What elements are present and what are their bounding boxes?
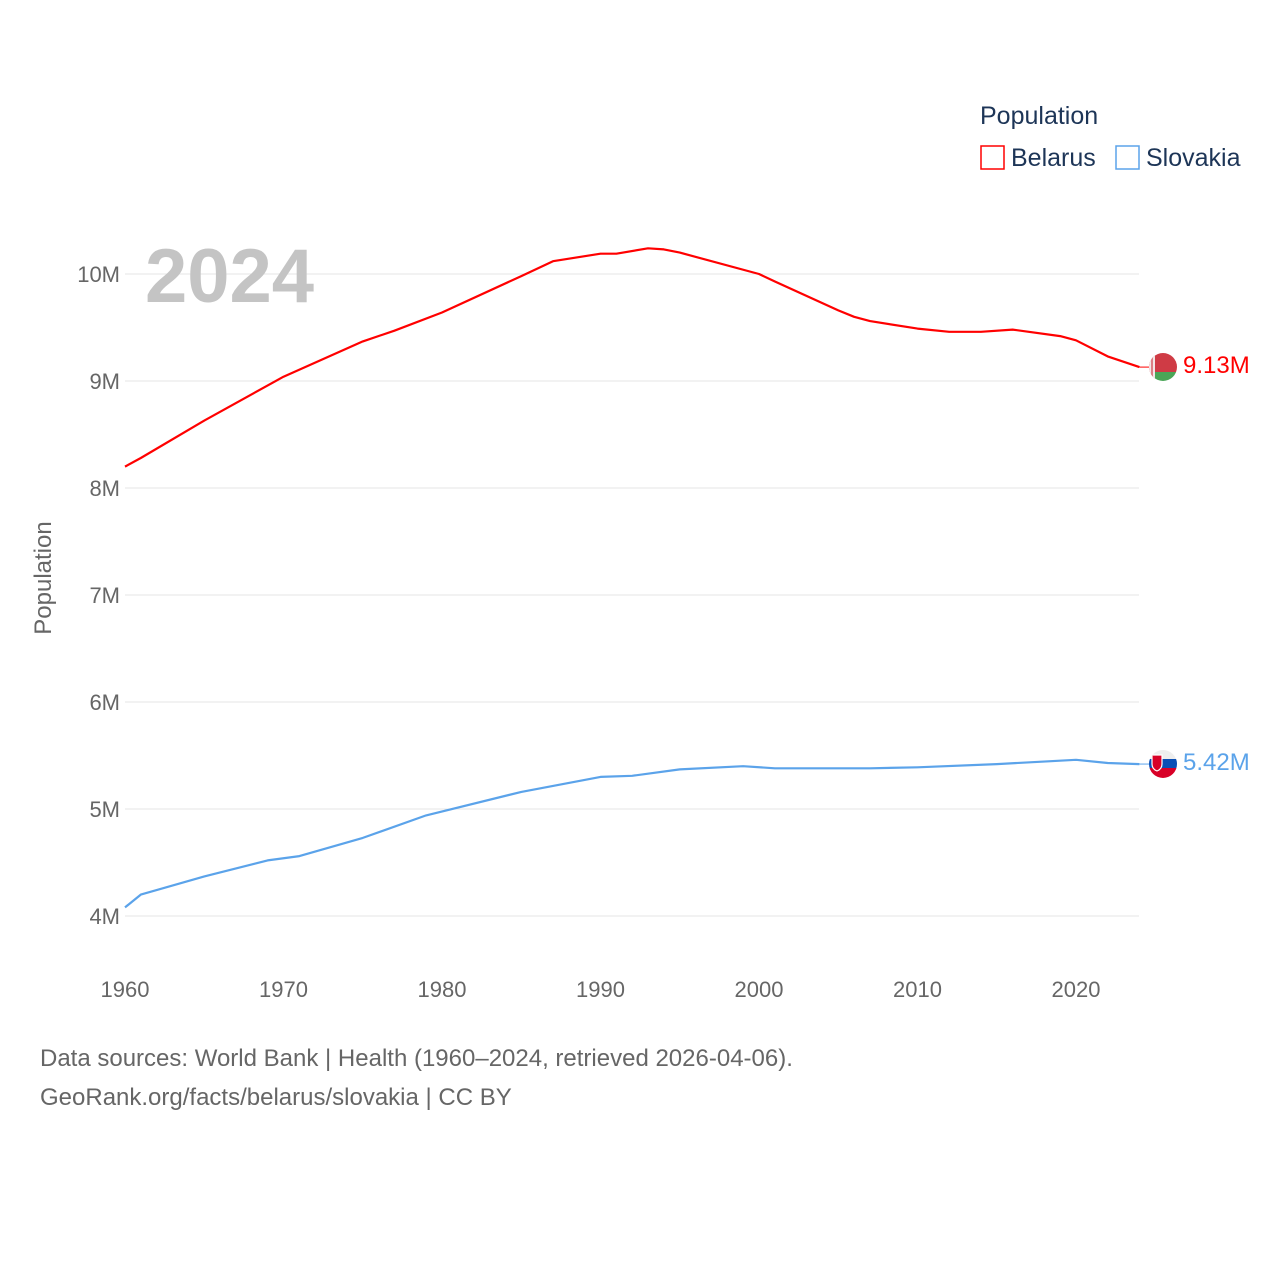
- y-tick-label: 4M: [89, 904, 120, 929]
- legend-label-slovakia: Slovakia: [1146, 144, 1241, 172]
- x-tick-label: 1960: [101, 977, 150, 1002]
- series-line-slovakia: [124, 758, 1140, 909]
- legend-title: Population: [980, 102, 1098, 130]
- credit-link[interactable]: GeoRank.org/facts/belarus/slovakia | CC …: [40, 1084, 512, 1111]
- slovakia-end-label: 5.42M: [1183, 749, 1250, 776]
- x-tick-label: 1980: [418, 977, 467, 1002]
- series-line-belarus: [124, 247, 1140, 468]
- y-axis-label: Population: [30, 521, 57, 634]
- legend: Population Belarus Slovakia: [980, 102, 1241, 172]
- belarus-flag-icon: [1149, 353, 1177, 381]
- x-tick-label: 1970: [259, 977, 308, 1002]
- y-tick-label: 9M: [89, 369, 120, 394]
- x-tick-label: 1990: [576, 977, 625, 1002]
- y-tick-label: 7M: [89, 583, 120, 608]
- x-tick-label: 2000: [735, 977, 784, 1002]
- y-tick-label: 5M: [89, 797, 120, 822]
- year-watermark: 2024: [145, 234, 314, 319]
- belarus-end-label: 9.13M: [1183, 352, 1250, 379]
- x-tick-label: 2010: [893, 977, 942, 1002]
- x-tick-label: 2020: [1052, 977, 1101, 1002]
- legend-swatch-slovakia: [1115, 145, 1140, 170]
- legend-swatch-belarus: [980, 145, 1005, 170]
- y-tick-label: 8M: [89, 476, 120, 501]
- y-tick-label: 10M: [77, 262, 120, 287]
- data-sources-note: Data sources: World Bank | Health (1960–…: [40, 1045, 793, 1072]
- legend-label-belarus: Belarus: [1011, 144, 1096, 172]
- y-tick-label: 6M: [89, 690, 120, 715]
- legend-item-belarus[interactable]: Belarus: [980, 144, 1096, 172]
- slovakia-flag-icon: [1149, 750, 1177, 778]
- legend-item-slovakia[interactable]: Slovakia: [1115, 144, 1241, 172]
